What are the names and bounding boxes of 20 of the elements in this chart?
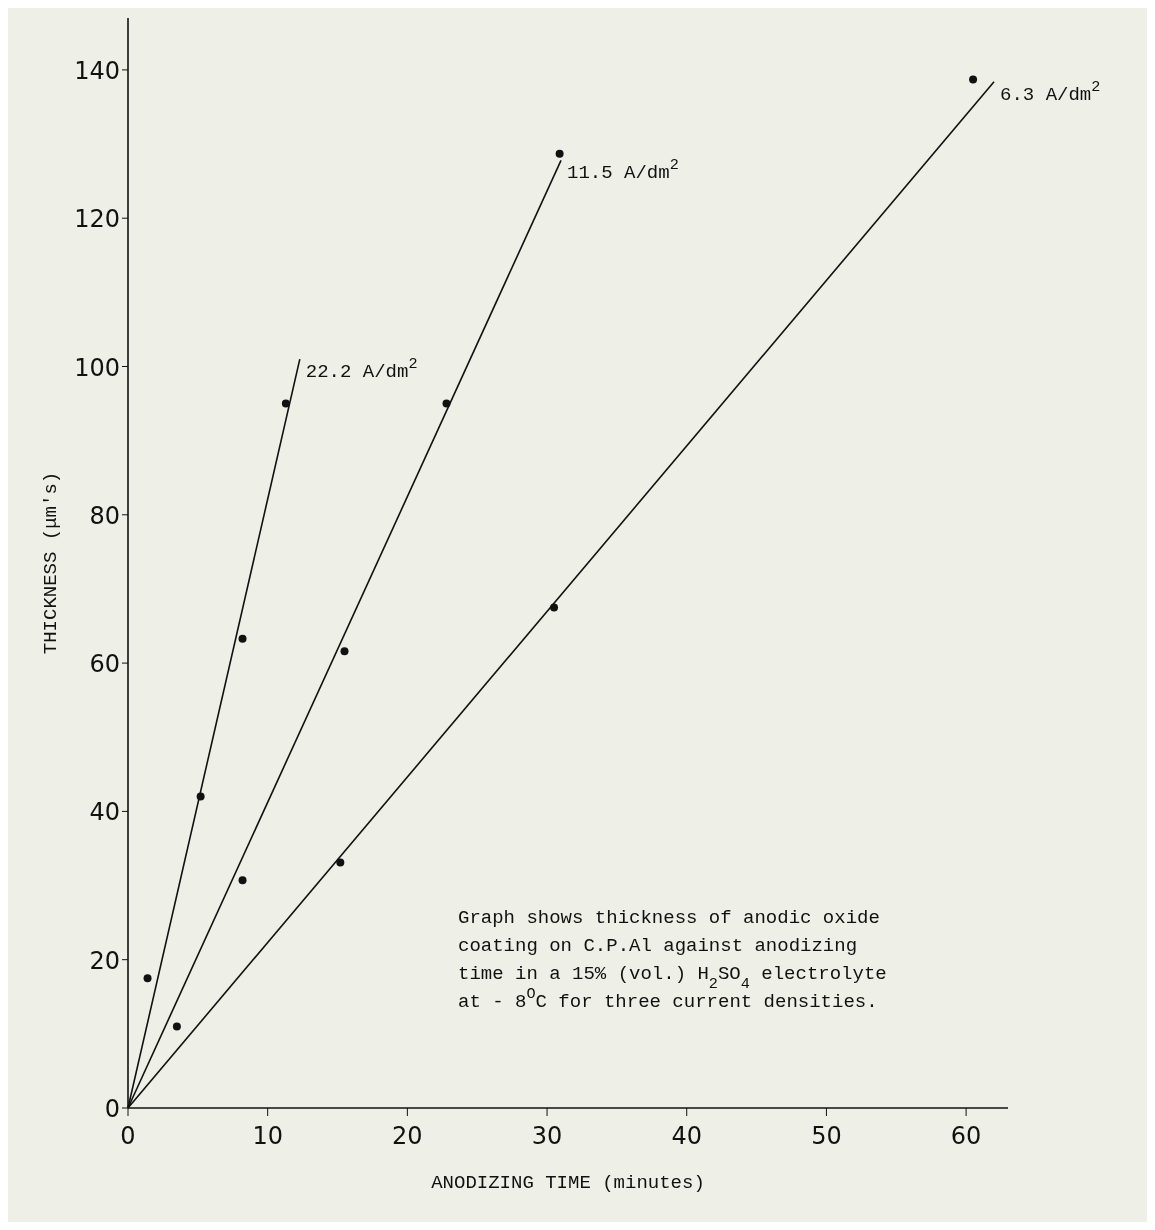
x-axis-title: ANODIZING TIME (minutes) <box>431 1172 705 1194</box>
x-tick-label: 50 <box>811 1122 842 1150</box>
y-tick-label: 40 <box>89 798 120 827</box>
series-label: 6.3 A/dm$^{2}$ <box>1000 77 1101 106</box>
x-tick-label: 20 <box>392 1122 423 1150</box>
series-label: 22.2 A/dm$^{2}$ <box>305 355 418 384</box>
x-tick-label: 10 <box>252 1122 283 1150</box>
x-tick-label: 60 <box>950 1122 982 1150</box>
y-tick-label: 20 <box>89 946 120 975</box>
y-tick-label: 140 <box>74 56 120 85</box>
y-tick-label: 100 <box>74 353 120 382</box>
series-label: 11.5 A/dm$^{2}$ <box>567 156 679 185</box>
x-tick-label: 40 <box>671 1122 702 1150</box>
x-tick-label: 30 <box>531 1122 563 1150</box>
y-tick-label: 60 <box>89 650 120 679</box>
y-tick-label: 80 <box>89 501 120 530</box>
y-tick-label: 120 <box>74 205 120 234</box>
y-tick-label: 0 <box>104 1095 120 1123</box>
y-axis-title: THICKNESS (μm's) <box>40 471 62 655</box>
text: Graph shows thickness of anodic oxide coating on C.P.Al against anodizing time in a 15% (vol.) H$_{2}$SO$_{4}$ electrolyte at - 8$^{O}$C for three current densities. <box>458 906 887 1013</box>
